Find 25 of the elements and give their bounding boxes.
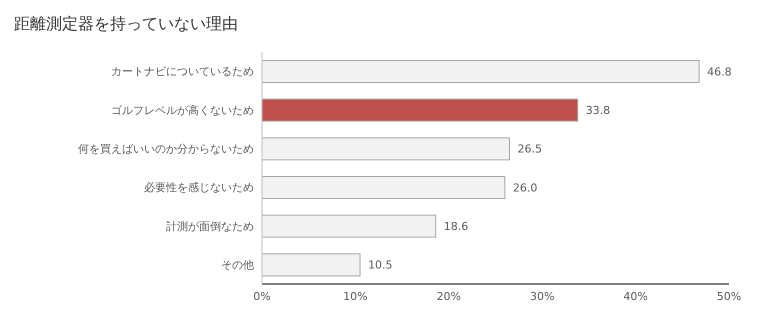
y-tick-label: 計測が面倒なため	[166, 220, 254, 233]
bar	[262, 214, 436, 238]
y-tick-label: 何を買えばいいのか分からないため	[78, 142, 254, 156]
data-label: 46.8	[707, 65, 732, 78]
bar	[262, 98, 578, 122]
x-tick-label: 30%	[530, 290, 554, 303]
bar	[262, 137, 510, 160]
data-label: 18.6	[444, 220, 468, 234]
data-label: 26.5	[518, 142, 542, 156]
x-tick-label: 10%	[343, 290, 368, 303]
y-tick-label: ゴルフレベルが高くないため	[111, 104, 254, 117]
bar	[262, 176, 506, 200]
bar	[262, 253, 361, 276]
x-tick-label: 40%	[623, 290, 648, 303]
y-tick-label: 必要性を感じないため	[144, 181, 254, 194]
x-tick-label: 0%	[253, 290, 271, 303]
y-tick-label: その他	[221, 258, 254, 272]
x-tick-label: 50%	[716, 290, 742, 303]
data-label: 26.0	[512, 181, 538, 194]
bar	[262, 60, 700, 84]
y-tick-label: カートナビについているため	[111, 65, 254, 78]
data-label: 10.5	[368, 258, 393, 272]
text: 距離測定器を持っていない理由	[13, 13, 239, 35]
x-tick-label: 20%	[436, 290, 462, 303]
data-label: 33.8	[586, 104, 610, 118]
